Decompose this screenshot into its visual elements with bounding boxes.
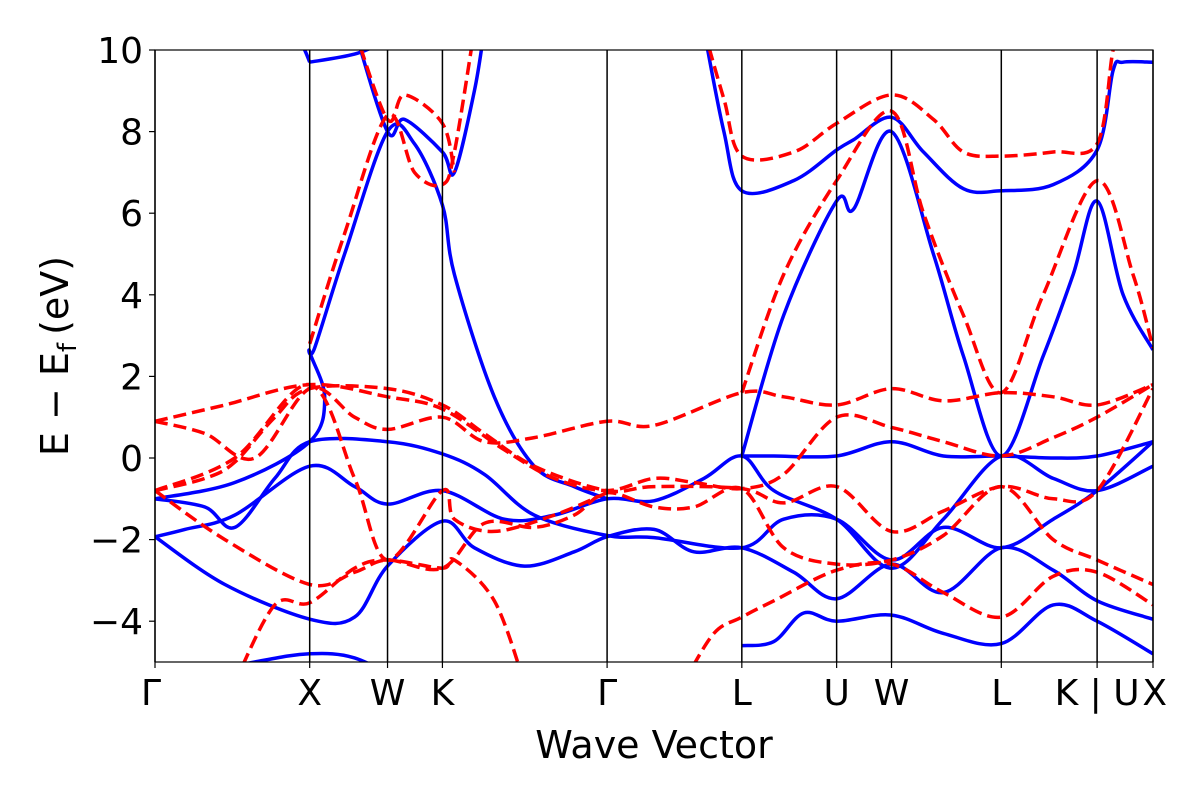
y-tick-label-7: 10 — [97, 31, 143, 72]
kpoint-lines — [154, 50, 1154, 662]
x-axis-label: Wave Vector — [535, 723, 773, 767]
y-tick-label-1: −2 — [90, 521, 143, 562]
x-tick-label-0: Γ — [141, 673, 161, 714]
bands-layer — [155, 50, 1153, 662]
solid-band-2 — [155, 453, 1153, 570]
y-axis-label-main: E − E — [33, 352, 77, 456]
dashed-band-2 — [155, 382, 1153, 493]
y-axis-label: E − Ef (eV) — [33, 256, 83, 456]
y-tick-label-6: 8 — [120, 113, 143, 154]
solid-band-4 — [155, 122, 608, 501]
dashed-band-10 — [707, 50, 1115, 162]
x-tick-label-5: L — [732, 673, 752, 714]
dashed-band-3 — [155, 484, 1153, 588]
solid-band-0 — [245, 651, 370, 662]
x-tick-label-7: W — [874, 673, 910, 714]
x-tick-label-4: Γ — [597, 673, 617, 714]
y-tick-label-0: −4 — [90, 602, 143, 643]
dashed-band-9 — [359, 50, 457, 173]
y-axis-label-sub: f — [53, 342, 83, 352]
x-tick-label-2: W — [370, 673, 406, 714]
x-tick-label-3: K — [431, 673, 456, 714]
y-axis-label-unit: (eV) — [33, 256, 77, 335]
solid-band-5 — [740, 129, 1153, 458]
solid-band-8 — [309, 50, 371, 64]
x-tick-label-10: X — [1142, 673, 1167, 714]
x-tick-label-9: K | U — [1055, 673, 1140, 714]
solid-band-7 — [741, 602, 1153, 656]
solid-band-11 — [705, 50, 1153, 196]
solid-band-3 — [155, 436, 1153, 562]
solid-band-1 — [155, 519, 1153, 626]
dashed-band-0 — [155, 384, 1153, 534]
y-axis-ticks: −4 −2 0 2 4 6 8 10 — [90, 31, 155, 643]
solid-band-9 — [302, 50, 312, 63]
x-tick-label-6: U — [823, 673, 849, 714]
solid-band-6 — [741, 439, 1153, 460]
plot-frame — [154, 49, 1154, 663]
y-tick-label-5: 6 — [120, 194, 143, 235]
dashed-band-7 — [308, 50, 473, 345]
x-tick-label-8: L — [991, 673, 1011, 714]
y-tick-label-3: 2 — [120, 357, 143, 398]
y-tick-label-2: 0 — [120, 439, 143, 480]
y-tick-label-4: 4 — [120, 276, 143, 317]
dashed-band-8 — [740, 109, 1153, 395]
x-tick-label-1: X — [297, 673, 322, 714]
